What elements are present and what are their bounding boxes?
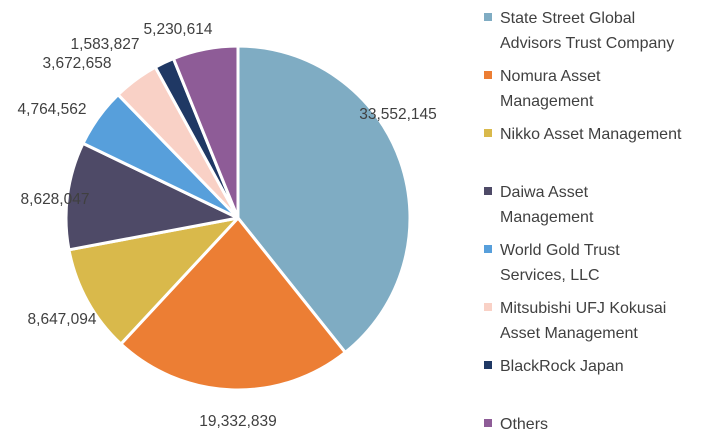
- legend-swatch: [484, 187, 492, 195]
- legend-label: Others: [500, 416, 549, 433]
- data-label: 5,230,614: [144, 21, 213, 38]
- legend-swatch: [484, 13, 492, 21]
- pie-slice: [64, 141, 240, 252]
- pie-slice: [67, 216, 240, 346]
- data-labels: 33,552,145 19,332,839 8,647,094 8,628,047 4,…: [18, 21, 437, 430]
- legend-label: State Street Global Advisors Trust Compan…: [500, 10, 675, 52]
- pie-slice: [171, 44, 240, 220]
- pie-slice: [119, 216, 347, 392]
- pie-slice: [236, 44, 412, 354]
- data-label: 4,764,562: [18, 101, 87, 118]
- legend-label: BlackRock Japan: [500, 358, 624, 375]
- legend-swatch: [484, 419, 492, 427]
- legend-swatch: [484, 129, 492, 137]
- legend-label: Nikko Asset Management: [500, 126, 682, 143]
- legend-label: Mitsubishi UFJ Kokusai Asset Management: [500, 300, 667, 342]
- data-label: 3,672,658: [43, 55, 112, 72]
- pie-slices: [64, 44, 412, 392]
- legend-label: Daiwa Asset Management: [500, 184, 594, 226]
- legend-swatch: [484, 71, 492, 79]
- data-label: 8,628,047: [21, 191, 90, 208]
- legend-label: Nomura Asset Management: [500, 68, 601, 110]
- legend-swatch: [484, 245, 492, 253]
- data-label: 33,552,145: [359, 106, 437, 123]
- data-label: 8,647,094: [28, 311, 97, 328]
- legend-swatch: [484, 361, 492, 369]
- legend-swatch: [484, 303, 492, 311]
- data-label: 19,332,839: [199, 413, 277, 430]
- data-label: 1,583,827: [71, 36, 140, 53]
- legend-label: World Gold Trust Services, LLC: [500, 242, 620, 284]
